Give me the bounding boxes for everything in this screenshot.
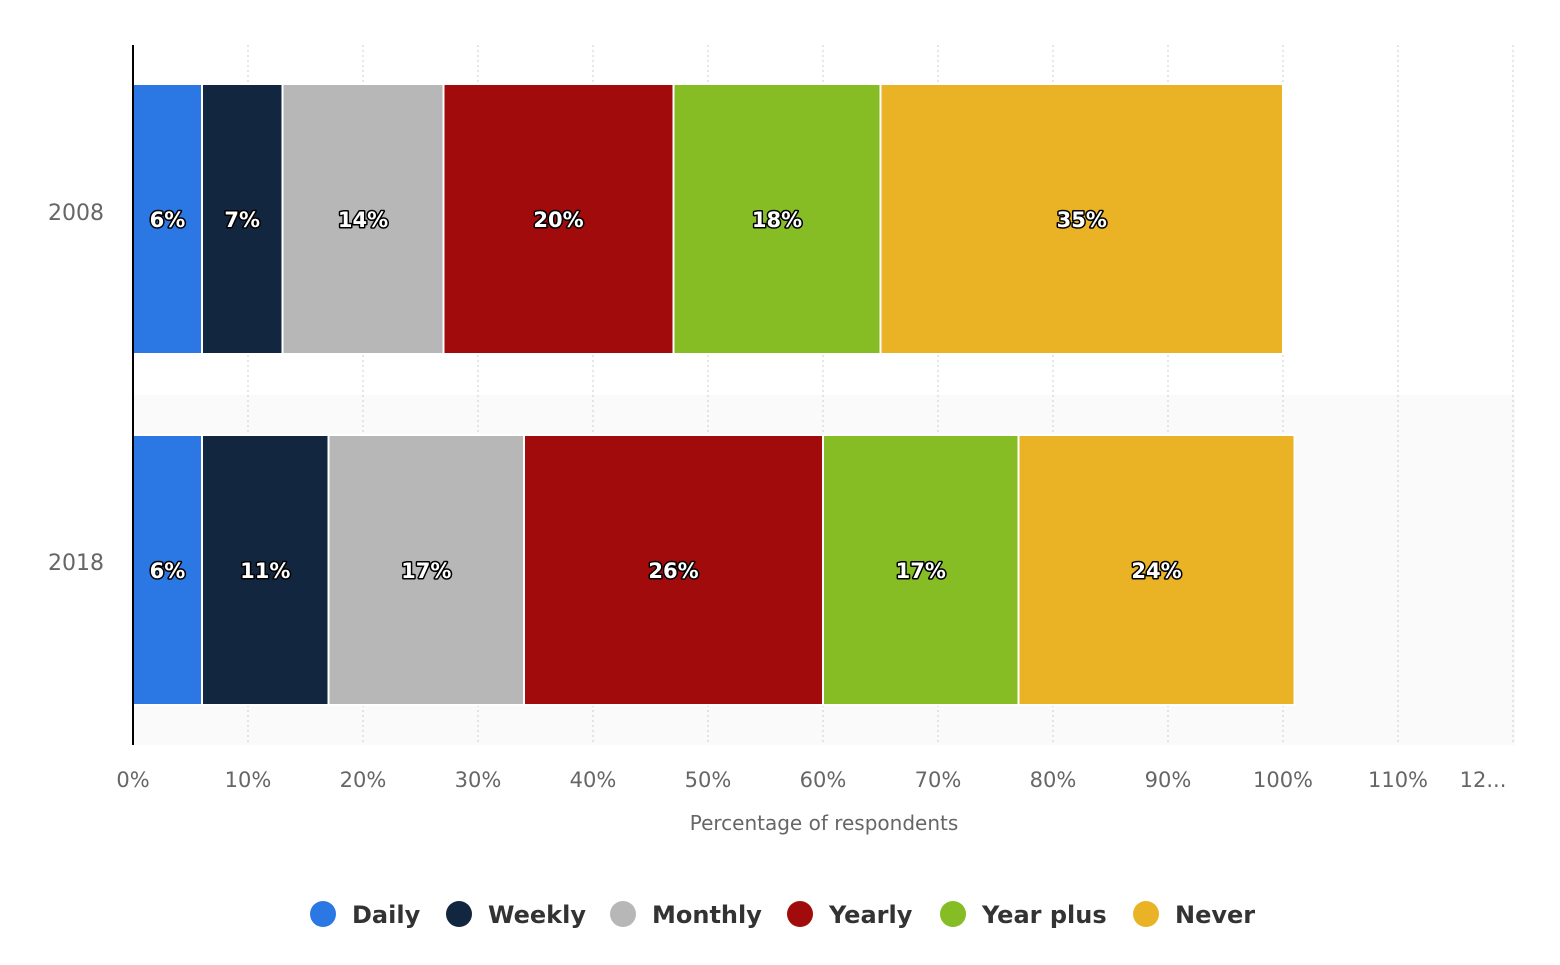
bar-data-label: 7% (224, 208, 260, 232)
x-tick-label: 0% (116, 768, 149, 792)
bar-segment[interactable] (442, 83, 675, 355)
axes: 2008 2018 0% 10% 20% 30% 40% 50% 60% 70% 80% 90% 100… (48, 45, 1506, 792)
bar-data-label: 14% (338, 208, 388, 232)
legend-label: Daily (352, 901, 421, 929)
legend-label: Monthly (652, 901, 762, 929)
bar-data-label: 6% (150, 208, 186, 232)
bar-segment[interactable] (1017, 434, 1296, 706)
legend-item[interactable]: Weekly (446, 901, 586, 929)
bar-data-label: 17% (896, 559, 946, 583)
bar-data-label: 35% (1057, 208, 1107, 232)
bar-data-labels: 6% 7% 14% 20% 18% 35% 6% 11% 17% 26% 17% 24% (148, 207, 1183, 585)
bar-data-label: 18% (752, 208, 802, 232)
x-tick-label: 80% (1030, 768, 1077, 792)
bar-data-label: 6% (150, 559, 186, 583)
legend-item[interactable]: Year plus (940, 901, 1107, 929)
bar-segment[interactable] (281, 83, 445, 355)
x-tick-label: 90% (1145, 768, 1192, 792)
bar-data-label: 11% (240, 559, 290, 583)
bar-data-label: 17% (401, 559, 451, 583)
x-tick-label: 30% (455, 768, 502, 792)
x-tick-label: 100% (1253, 768, 1313, 792)
bar-segment[interactable] (132, 83, 203, 355)
legend-marker (940, 901, 966, 927)
legend-label: Never (1175, 901, 1255, 929)
legend-item[interactable]: Daily (310, 901, 421, 929)
x-tick-label: 40% (570, 768, 617, 792)
bar-segment[interactable] (201, 83, 284, 355)
bar-data-label: 24% (1131, 559, 1181, 583)
bars (132, 83, 1296, 706)
legend-marker (610, 901, 636, 927)
legend: Daily Weekly Monthly Yearly Year plus Never (310, 901, 1255, 929)
legend-item[interactable]: Monthly (610, 901, 762, 929)
bar-segment[interactable] (132, 434, 203, 706)
x-tick-label: 10% (225, 768, 272, 792)
category-label: 2018 (48, 551, 104, 576)
legend-marker (787, 901, 813, 927)
legend-label: Year plus (981, 901, 1107, 929)
x-tick-label: 70% (915, 768, 962, 792)
legend-item[interactable]: Never (1133, 901, 1255, 929)
legend-item[interactable]: Yearly (787, 901, 913, 929)
x-tick-label: 110% (1368, 768, 1428, 792)
x-tick-label: 12... (1460, 768, 1507, 792)
legend-marker (310, 901, 336, 927)
bar-data-label: 20% (533, 208, 583, 232)
bar-data-label: 26% (648, 559, 698, 583)
bar-segment[interactable] (822, 434, 1020, 706)
x-tick-label: 60% (800, 768, 847, 792)
legend-label: Weekly (488, 901, 586, 929)
bar-segment[interactable] (327, 434, 525, 706)
legend-label: Yearly (828, 901, 913, 929)
x-tick-label: 20% (340, 768, 387, 792)
bar-segment[interactable] (672, 83, 882, 355)
x-axis-title: Percentage of respondents (690, 811, 959, 835)
category-label: 2008 (48, 201, 104, 226)
legend-marker (1133, 901, 1159, 927)
bar-segment[interactable] (523, 434, 824, 706)
x-tick-label: 50% (685, 768, 732, 792)
legend-marker (446, 901, 472, 927)
bar-segment[interactable] (879, 83, 1284, 355)
